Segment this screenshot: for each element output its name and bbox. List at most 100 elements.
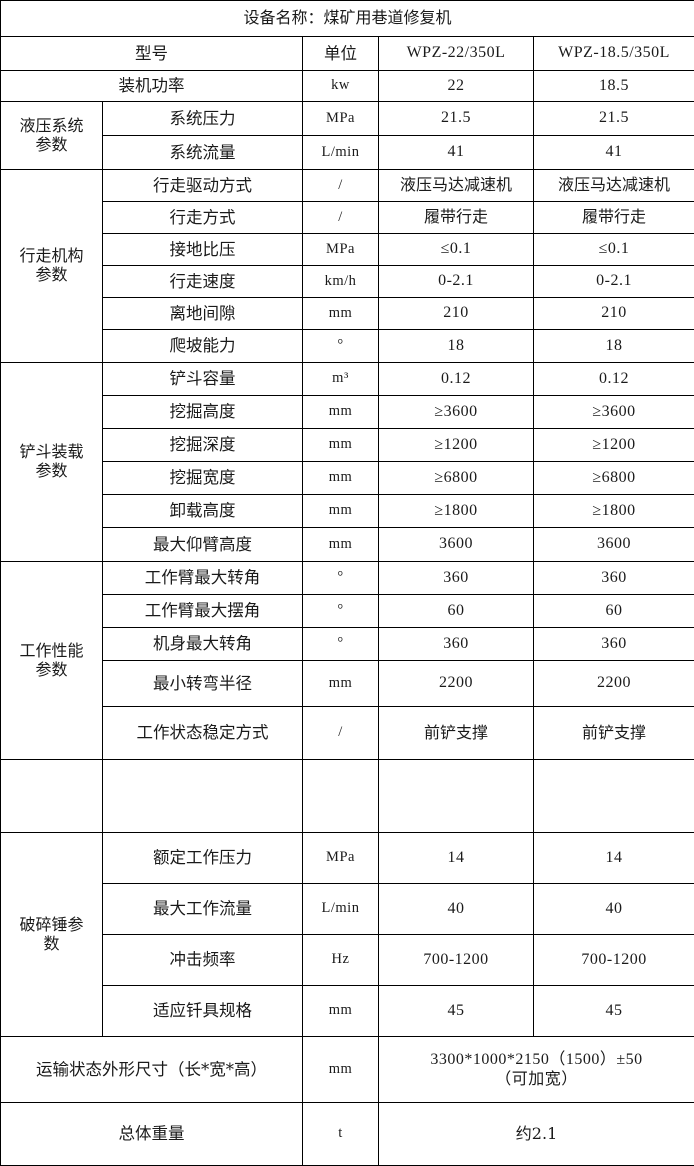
table-row: 爬坡能力 ° 18 18 (1, 330, 694, 363)
param-unit: L/min (303, 884, 379, 935)
table-row: 最小转弯半径 mm 2200 2200 (1, 661, 694, 707)
group-label-travel: 行走机构 参数 (1, 170, 103, 363)
param-name: 系统压力 (103, 102, 303, 136)
table-row: 挖掘深度 mm ≥1200 ≥1200 (1, 429, 694, 462)
param-name: 离地间隙 (103, 298, 303, 330)
param-value-1: 液压马达减速机 (379, 170, 534, 202)
table-row-empty (1, 760, 694, 833)
param-unit: ° (303, 628, 379, 661)
table-row: 最大工作流量 L/min 40 40 (1, 884, 694, 935)
group-label-line2: 数 (3, 935, 100, 954)
table-row: 最大仰臂高度 mm 3600 3600 (1, 528, 694, 562)
param-value-1: 45 (379, 986, 534, 1037)
param-value-2: 210 (534, 298, 694, 330)
group-label-hammer: 破碎锤参 数 (1, 833, 103, 1037)
param-unit: mm (303, 528, 379, 562)
param-value-2: 40 (534, 884, 694, 935)
weight-value: 约2.1 (379, 1103, 694, 1166)
header-unit-label: 单位 (303, 37, 379, 71)
empty-cell-unit (303, 760, 379, 833)
param-value-1: 22 (379, 71, 534, 102)
param-value-2: ≥6800 (534, 462, 694, 495)
group-label-work: 工作性能 参数 (1, 562, 103, 760)
empty-cell-name (103, 760, 303, 833)
param-value-2: 3600 (534, 528, 694, 562)
dimension-value-line2: （可加宽） (381, 1070, 692, 1089)
param-value-2: 履带行走 (534, 202, 694, 234)
header-model-label: 型号 (1, 37, 303, 71)
group-label-line1: 工作性能 (3, 642, 100, 661)
param-value-1: ≥1800 (379, 495, 534, 528)
param-unit: kw (303, 71, 379, 102)
param-unit: MPa (303, 102, 379, 136)
param-unit: mm (303, 429, 379, 462)
weight-unit: t (303, 1103, 379, 1166)
group-label-line2: 参数 (3, 661, 100, 680)
param-name: 卸载高度 (103, 495, 303, 528)
table-row-dimensions: 运输状态外形尺寸（长*宽*高） mm 3300*1000*2150（1500）±… (1, 1037, 694, 1103)
param-unit: / (303, 170, 379, 202)
param-name: 接地比压 (103, 234, 303, 266)
param-value-2: 18 (534, 330, 694, 363)
group-label-line1: 铲斗装载 (3, 443, 100, 462)
param-value-1: ≥6800 (379, 462, 534, 495)
param-value-2: 前铲支撑 (534, 707, 694, 760)
param-unit: / (303, 202, 379, 234)
param-value-1: 履带行走 (379, 202, 534, 234)
param-unit: ° (303, 595, 379, 628)
group-label-hydraulic: 液压系统 参数 (1, 102, 103, 170)
param-value-1: 18 (379, 330, 534, 363)
param-value-2: 41 (534, 136, 694, 170)
param-value-1: 2200 (379, 661, 534, 707)
param-value-1: 0-2.1 (379, 266, 534, 298)
param-name: 最小转弯半径 (103, 661, 303, 707)
param-value-1: 360 (379, 628, 534, 661)
param-value-2: 0-2.1 (534, 266, 694, 298)
param-value-2: 2200 (534, 661, 694, 707)
param-name: 工作状态稳定方式 (103, 707, 303, 760)
param-unit: mm (303, 298, 379, 330)
table-row: 挖掘宽度 mm ≥6800 ≥6800 (1, 462, 694, 495)
param-value-1: 3600 (379, 528, 534, 562)
table-row: 行走速度 km/h 0-2.1 0-2.1 (1, 266, 694, 298)
param-unit: Hz (303, 935, 379, 986)
empty-cell-value-2 (534, 760, 694, 833)
table-row: 离地间隙 mm 210 210 (1, 298, 694, 330)
param-name: 机身最大转角 (103, 628, 303, 661)
table-row: 系统流量 L/min 41 41 (1, 136, 694, 170)
table-row: 破碎锤参 数 额定工作压力 MPa 14 14 (1, 833, 694, 884)
param-unit: MPa (303, 234, 379, 266)
param-value-1: 前铲支撑 (379, 707, 534, 760)
param-name: 适应钎具规格 (103, 986, 303, 1037)
param-value-1: ≥1200 (379, 429, 534, 462)
group-label-bucket: 铲斗装载 参数 (1, 363, 103, 562)
param-name: 最大工作流量 (103, 884, 303, 935)
table-row: 接地比压 MPa ≤0.1 ≤0.1 (1, 234, 694, 266)
param-value-1: 21.5 (379, 102, 534, 136)
group-label-line2: 参数 (3, 266, 100, 285)
group-label-line1: 行走机构 (3, 247, 100, 266)
table-row: 装机功率 kw 22 18.5 (1, 71, 694, 102)
param-value-2: 360 (534, 562, 694, 595)
param-value-1: 360 (379, 562, 534, 595)
param-value-2: 0.12 (534, 363, 694, 396)
param-name: 系统流量 (103, 136, 303, 170)
param-value-1: 700-1200 (379, 935, 534, 986)
param-value-2: 60 (534, 595, 694, 628)
param-value-2: ≥3600 (534, 396, 694, 429)
param-value-1: 14 (379, 833, 534, 884)
param-value-1: 40 (379, 884, 534, 935)
param-unit: ° (303, 562, 379, 595)
param-unit: MPa (303, 833, 379, 884)
param-unit: km/h (303, 266, 379, 298)
table-row-title: 设备名称：煤矿用巷道修复机 (1, 1, 694, 37)
param-unit: mm (303, 661, 379, 707)
param-value-2: ≥1800 (534, 495, 694, 528)
weight-label: 总体重量 (1, 1103, 303, 1166)
param-unit: mm (303, 986, 379, 1037)
empty-cell-value-1 (379, 760, 534, 833)
table-row: 行走方式 / 履带行走 履带行走 (1, 202, 694, 234)
param-value-2: 360 (534, 628, 694, 661)
param-name: 爬坡能力 (103, 330, 303, 363)
param-name: 冲击频率 (103, 935, 303, 986)
